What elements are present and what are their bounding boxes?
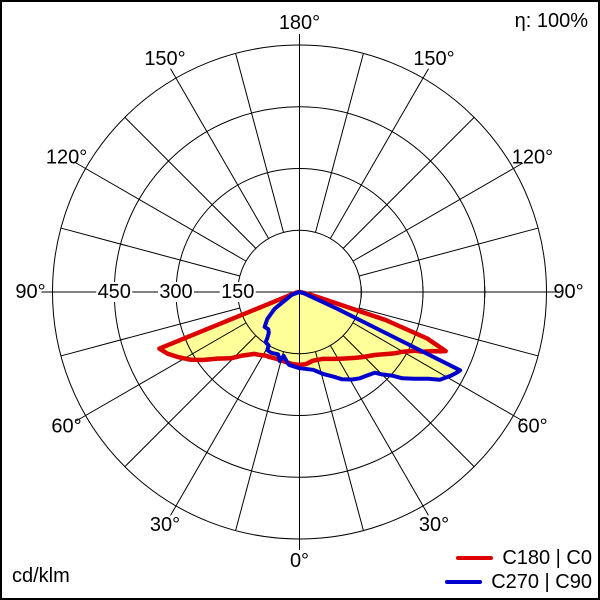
ring-label-150: 150 (221, 281, 254, 303)
efficiency-label: η: 100% (514, 10, 588, 32)
curve-C270-C90 (262, 290, 463, 382)
legend-line-icon (445, 580, 483, 584)
angle-label-90-left: 90° (15, 281, 45, 303)
grid-spoke-105 (359, 227, 539, 277)
grid-spoke-330 (175, 345, 270, 507)
grid-spoke-255 (60, 227, 240, 277)
grid-spoke-30 (329, 345, 424, 507)
legend-label: C180 | C0 (502, 547, 592, 569)
angle-label-180-right: 180° (279, 12, 320, 34)
ring-label-bg-150 (219, 282, 256, 302)
angle-label-60-left: 60° (51, 416, 81, 438)
legend-line-icon (456, 556, 494, 560)
legend-row-1: C270 | C90 (445, 572, 592, 592)
legend: C180 | C0 C270 | C90 (445, 548, 592, 592)
ring-label-bg-450 (96, 282, 133, 302)
grid-spoke-150 (329, 77, 424, 239)
outer-tick-60 (513, 415, 524, 422)
grid-spoke-60 (352, 322, 514, 416)
grid-spoke-195 (235, 53, 285, 233)
outer-tick-120 (513, 162, 524, 169)
angle-label-30-left: 30° (150, 514, 180, 536)
ring-label-450: 450 (98, 281, 131, 303)
unit-label: cd/klm (12, 565, 70, 587)
grid-spoke-135 (342, 116, 475, 249)
ring-label-300: 300 (159, 281, 192, 303)
legend-label: C270 | C90 (491, 571, 592, 593)
angle-label-120-left: 120° (46, 147, 87, 169)
angle-label-30-right: 30° (419, 514, 449, 536)
outer-tick-330 (170, 505, 177, 516)
angle-label-60-right: 60° (517, 416, 547, 438)
angle-label-150-left: 150° (144, 48, 185, 70)
grid-spoke-240 (85, 168, 247, 262)
intensity-fill-region-1 (264, 292, 461, 380)
grid-spoke-300 (85, 322, 247, 416)
ring-label-bg-300 (158, 282, 194, 302)
outer-tick-240 (75, 162, 86, 169)
outer-tick-150 (422, 68, 429, 79)
grid-spoke-225 (124, 116, 257, 249)
outer-tick-300 (75, 415, 86, 422)
angle-label-150-right: 150° (413, 48, 454, 70)
angle-label-120-right: 120° (512, 147, 553, 169)
legend-row-0: C180 | C0 (456, 548, 592, 568)
grid-spoke-120 (352, 168, 514, 262)
grid-spoke-15 (314, 351, 364, 531)
grid-spoke-210 (175, 77, 270, 239)
grid-spoke-165 (314, 53, 364, 233)
angle-label-90-right: 90° (553, 281, 583, 303)
grid-spoke-345 (235, 351, 285, 531)
outer-tick-30 (422, 505, 429, 516)
grid-spoke-285 (60, 307, 240, 357)
grid-spoke-75 (359, 307, 539, 357)
angle-label-0-right: 0° (290, 550, 309, 572)
outer-tick-210 (170, 68, 177, 79)
curve-C180-C0 (157, 289, 448, 368)
